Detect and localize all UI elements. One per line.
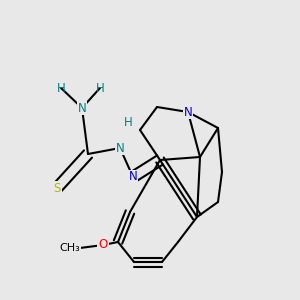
Text: CH₃: CH₃ [59,243,80,253]
Text: N: N [116,142,124,154]
Text: H: H [57,82,65,94]
Text: N: N [184,106,192,118]
Text: O: O [98,238,108,251]
Text: H: H [124,116,132,128]
Text: N: N [129,170,137,184]
Text: S: S [53,182,61,194]
Text: H: H [96,82,104,94]
Text: N: N [78,101,86,115]
